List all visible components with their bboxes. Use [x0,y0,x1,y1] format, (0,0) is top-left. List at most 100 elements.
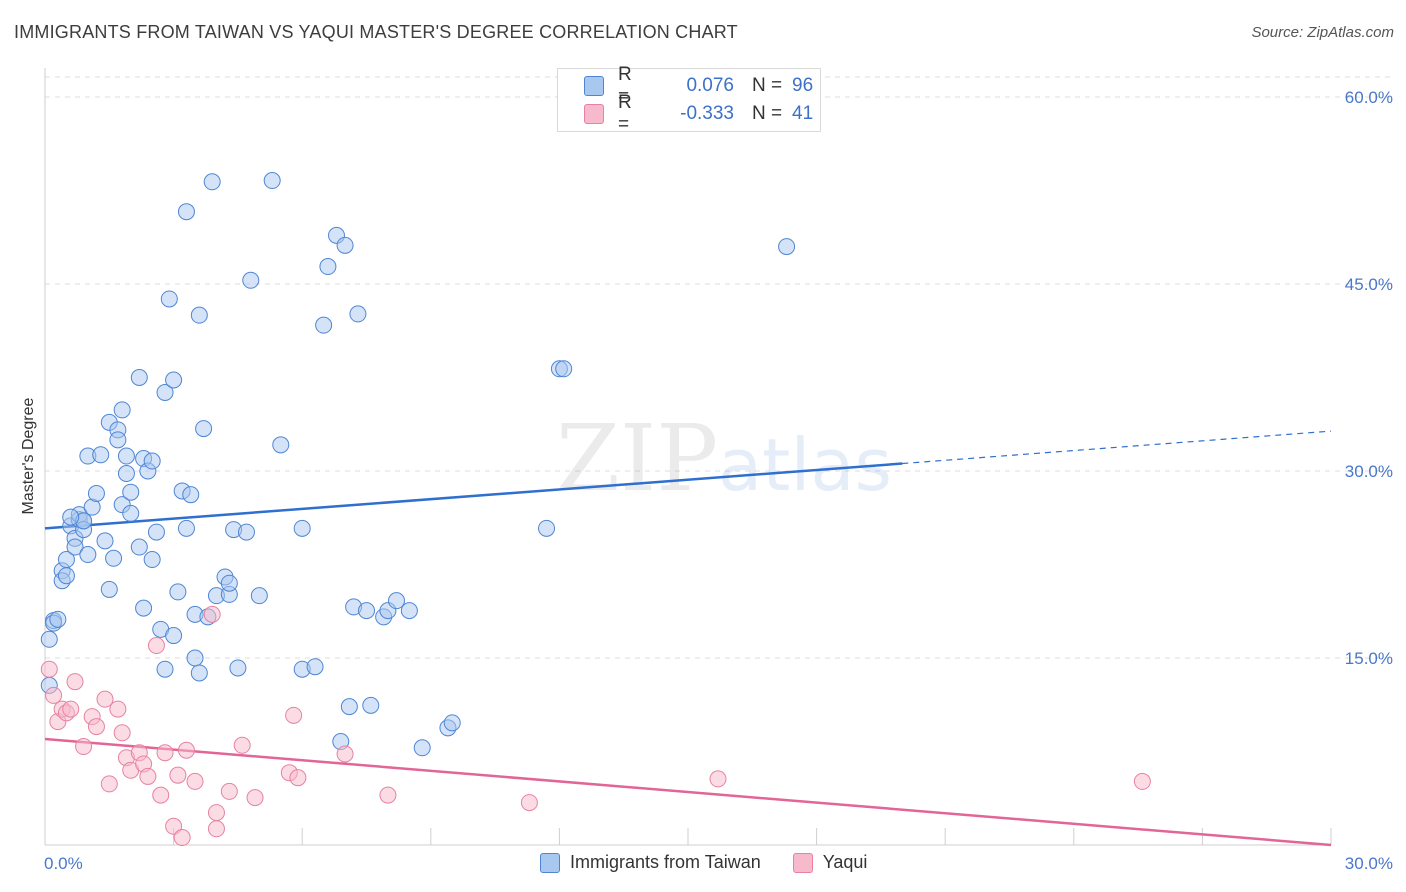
y-axis-title: Master's Degree [20,397,37,514]
taiwan-point [117,447,135,465]
yaqui-swatch [584,104,604,124]
yaqui-point [709,770,727,788]
series-legend: Immigrants from Taiwan Yaqui [540,852,899,873]
taiwan-point [87,484,105,502]
yaqui-point [100,775,118,793]
y-tick-label: 45.0% [1345,275,1393,294]
yaqui-point [177,741,195,759]
trend-lines [44,430,1332,847]
taiwan-trend-extension [902,430,1332,465]
taiwan-point [156,383,174,401]
taiwan-point [293,519,311,537]
yaqui-point [220,782,238,800]
watermark: ZIP atlas [556,405,892,512]
taiwan-point [130,369,148,386]
taiwan-point [92,446,110,464]
taiwan-point [272,436,290,454]
taiwan-point [400,602,418,620]
n-value: 96 [792,75,814,96]
yaqui-point [165,817,183,835]
r-value: 0.076 [686,75,734,96]
yaqui-point [520,794,538,812]
yaqui-point [203,605,221,623]
taiwan-point [388,592,406,610]
taiwan-point [203,173,221,191]
taiwan-point [413,739,431,757]
r-value: -0.333 [680,103,734,124]
yaqui-point [156,744,174,762]
yaqui-point [113,724,131,742]
taiwan-point [336,236,354,254]
yaqui-point [289,769,307,787]
taiwan-point [340,698,358,716]
taiwan-point [358,602,375,620]
legend-row-yaqui: R = -0.333 N = 41 [584,92,813,135]
yaqui-point [40,660,58,678]
taiwan-point [169,583,187,601]
yaqui-point [285,706,303,724]
legend-item-taiwan[interactable]: Immigrants from Taiwan [540,852,761,873]
watermark-atlas: atlas [718,423,892,507]
data-points [40,172,1151,847]
taiwan-point [177,203,195,221]
yaqui-point [246,789,264,807]
taiwan-point [57,551,75,569]
y-tick-label: 60.0% [1345,88,1393,107]
watermark-zip: ZIP [556,405,718,512]
taiwan-point [117,464,135,482]
taiwan-point [66,538,84,556]
taiwan-point [229,659,247,677]
taiwan-point [165,371,183,389]
yaqui-trend-line [44,737,1332,847]
taiwan-point [362,696,380,714]
taiwan-point [156,660,174,678]
taiwan-point [190,664,208,682]
taiwan-point [186,649,204,667]
taiwan-point [220,574,238,592]
yaqui-point [207,820,225,838]
y-tick-label: 15.0% [1345,649,1393,668]
taiwan-swatch [584,76,604,96]
taiwan-point [105,549,123,567]
legend-label: Immigrants from Taiwan [570,852,761,872]
yaqui-point [233,736,251,754]
source-credit: Source: ZipAtlas.com [1251,24,1394,41]
taiwan-point [100,580,118,598]
axes [44,68,1332,846]
taiwan-point [306,658,324,676]
yaqui-point [139,767,157,785]
yaqui-point [66,673,84,691]
taiwan-point [109,431,127,449]
yaqui-point [1133,772,1151,790]
taiwan-point [242,271,260,289]
taiwan-point [62,508,80,526]
taiwan-point [250,587,268,605]
yaqui-legend-swatch [792,852,813,873]
taiwan-point [778,238,796,256]
taiwan-point [40,630,58,648]
grid-lines [45,76,1393,659]
taiwan-point [130,538,148,556]
yaqui-point [336,745,354,763]
taiwan-point [263,172,281,190]
yaqui-point [173,829,191,847]
legend-item-yaqui[interactable]: Yaqui [792,852,867,873]
taiwan-point [182,486,200,504]
taiwan-point [79,546,97,564]
taiwan-point [555,360,573,378]
taiwan-point [538,519,556,537]
taiwan-point [122,504,140,522]
yaqui-point [186,772,204,790]
yaqui-point [62,700,80,718]
yaqui-point [207,804,225,822]
taiwan-point [113,401,131,419]
n-label: N = [752,103,783,124]
y-tick-label: 30.0% [1345,462,1393,481]
taiwan-point [122,483,140,501]
correlation-legend: R = 0.076 N = 96 R = -0.333 N = 41 [557,64,821,135]
yaqui-point [96,690,114,708]
yaqui-point [45,686,63,704]
taiwan-point [349,305,367,323]
taiwan-legend-swatch [540,852,560,873]
